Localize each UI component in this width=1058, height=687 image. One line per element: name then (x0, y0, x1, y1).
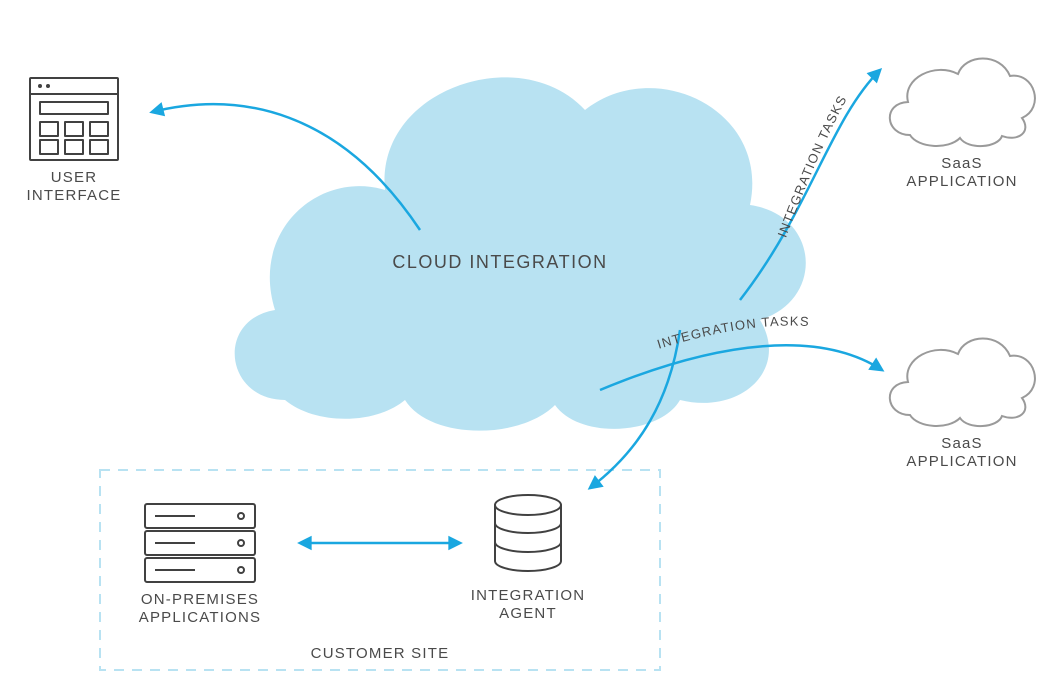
edge-label-top: INTEGRATION TASKS (774, 92, 849, 239)
onprem-label-2: APPLICATIONS (139, 609, 261, 626)
ui-window-icon (30, 78, 118, 160)
saas-bottom-label-2: APPLICATION (906, 453, 1017, 470)
user-interface-label-2: INTERFACE (27, 187, 122, 204)
cloud-icon (890, 59, 1035, 147)
customer-site-label: CUSTOMER SITE (311, 645, 450, 662)
cloud-icon (890, 339, 1035, 427)
on-premises-node: ON-PREMISES APPLICATIONS (139, 504, 261, 626)
server-rack-icon (145, 504, 255, 582)
agent-label-2: AGENT (499, 605, 557, 622)
saas-top-label-2: APPLICATION (906, 173, 1017, 190)
cloud-integration-label: CLOUD INTEGRATION (392, 252, 607, 272)
database-icon (495, 495, 561, 571)
architecture-diagram: CLOUD INTEGRATION CUSTOMER SITE USER INT… (0, 0, 1058, 687)
agent-label-1: INTEGRATION (471, 587, 586, 604)
user-interface-node: USER INTERFACE (27, 78, 122, 204)
saas-bottom-label-1: SaaS (941, 435, 983, 452)
user-interface-label-1: USER (51, 169, 97, 186)
integration-agent-node: INTEGRATION AGENT (471, 495, 586, 622)
saas-app-bottom-node: SaaS APPLICATION (890, 339, 1035, 471)
onprem-label-1: ON-PREMISES (141, 591, 259, 608)
saas-top-label-1: SaaS (941, 155, 983, 172)
saas-app-top-node: SaaS APPLICATION (890, 59, 1035, 191)
cloud-integration-node: CLOUD INTEGRATION (235, 77, 806, 430)
